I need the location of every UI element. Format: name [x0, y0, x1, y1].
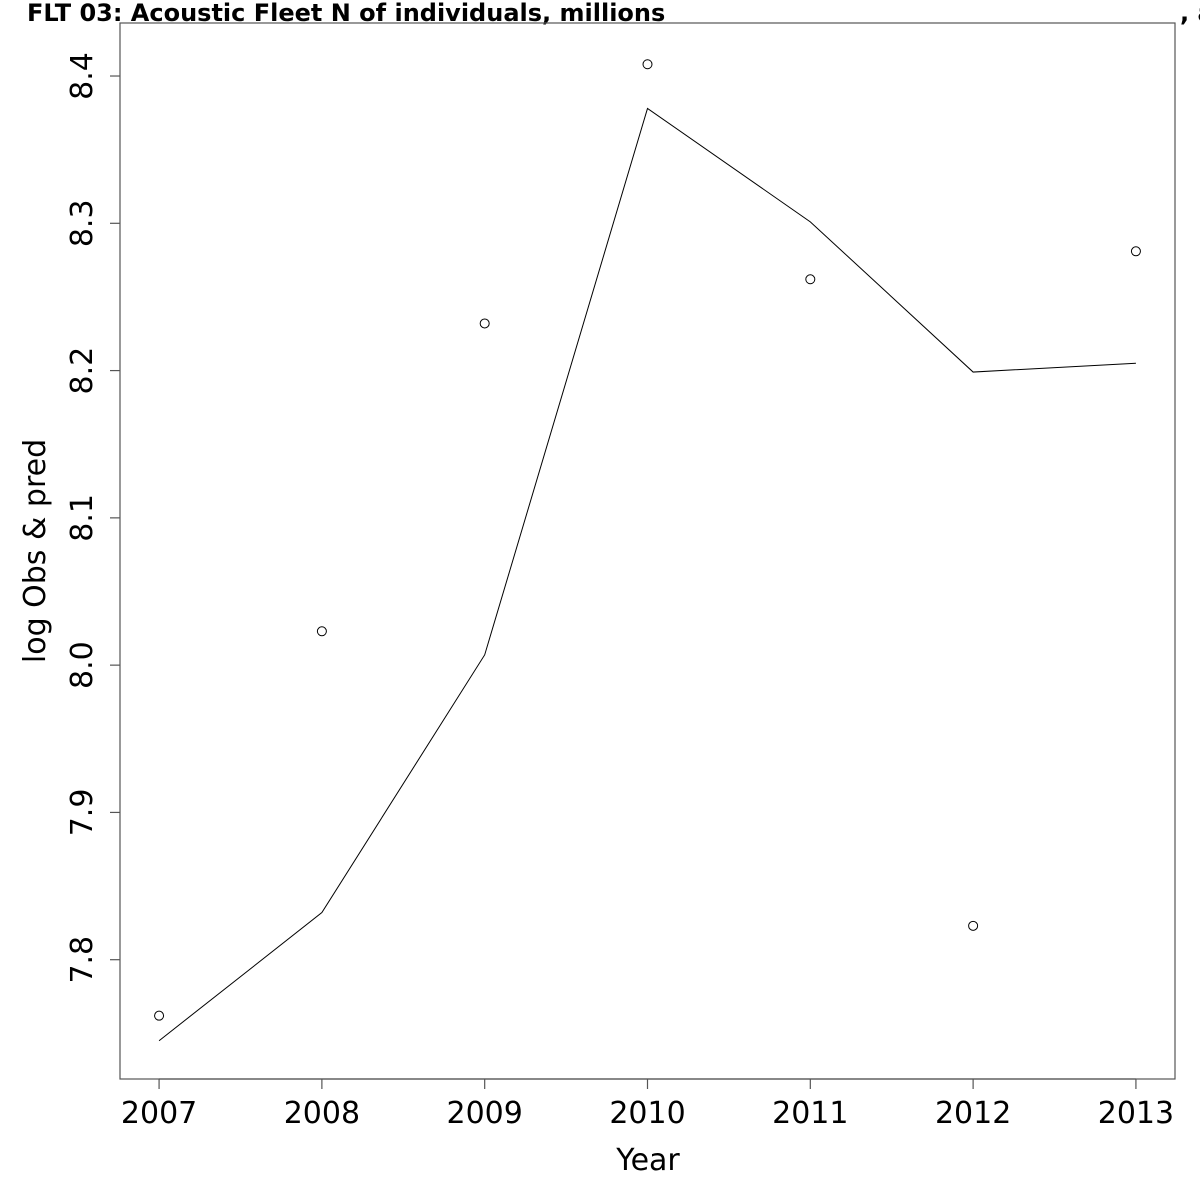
- y-tick-label: 8.1: [65, 494, 100, 542]
- observed-point: [154, 1010, 165, 1021]
- x-axis-label: Year: [615, 1143, 680, 1178]
- x-tick-label: 2009: [447, 1096, 523, 1131]
- x-tick-label: 2011: [772, 1096, 848, 1131]
- y-tick-label: 8.4: [65, 52, 100, 100]
- plot-frame: [119, 22, 1176, 1080]
- y-tick-label: 8.0: [65, 641, 100, 689]
- observed-point: [805, 274, 816, 285]
- series-layer: [154, 59, 1141, 1042]
- observed-point: [1130, 246, 1141, 257]
- y-tick-label: 8.2: [65, 347, 100, 395]
- predicted-line: [158, 107, 1136, 1042]
- observed-point: [479, 318, 490, 329]
- y-axis: 7.8 7.9 8.0 8.1 8.2 8.3 8.4: [65, 52, 120, 984]
- x-axis: 2007 2008 2009 2010 2011 2012 2013: [121, 1078, 1174, 1131]
- y-tick-label: 7.9: [65, 789, 100, 837]
- y-axis-label: log Obs & pred: [18, 439, 53, 663]
- observed-point: [968, 920, 979, 931]
- chart-title-suffix: , a: [1180, 0, 1200, 27]
- y-tick-label: 8.3: [65, 199, 100, 247]
- x-tick-label: 2008: [284, 1096, 360, 1131]
- x-tick-label: 2013: [1098, 1096, 1174, 1131]
- x-tick-label: 2007: [121, 1096, 197, 1131]
- observed-point: [316, 626, 327, 637]
- y-tick-label: 7.8: [65, 936, 100, 984]
- x-tick-label: 2012: [935, 1096, 1011, 1131]
- x-tick-label: 2010: [609, 1096, 685, 1131]
- observed-point: [642, 59, 653, 70]
